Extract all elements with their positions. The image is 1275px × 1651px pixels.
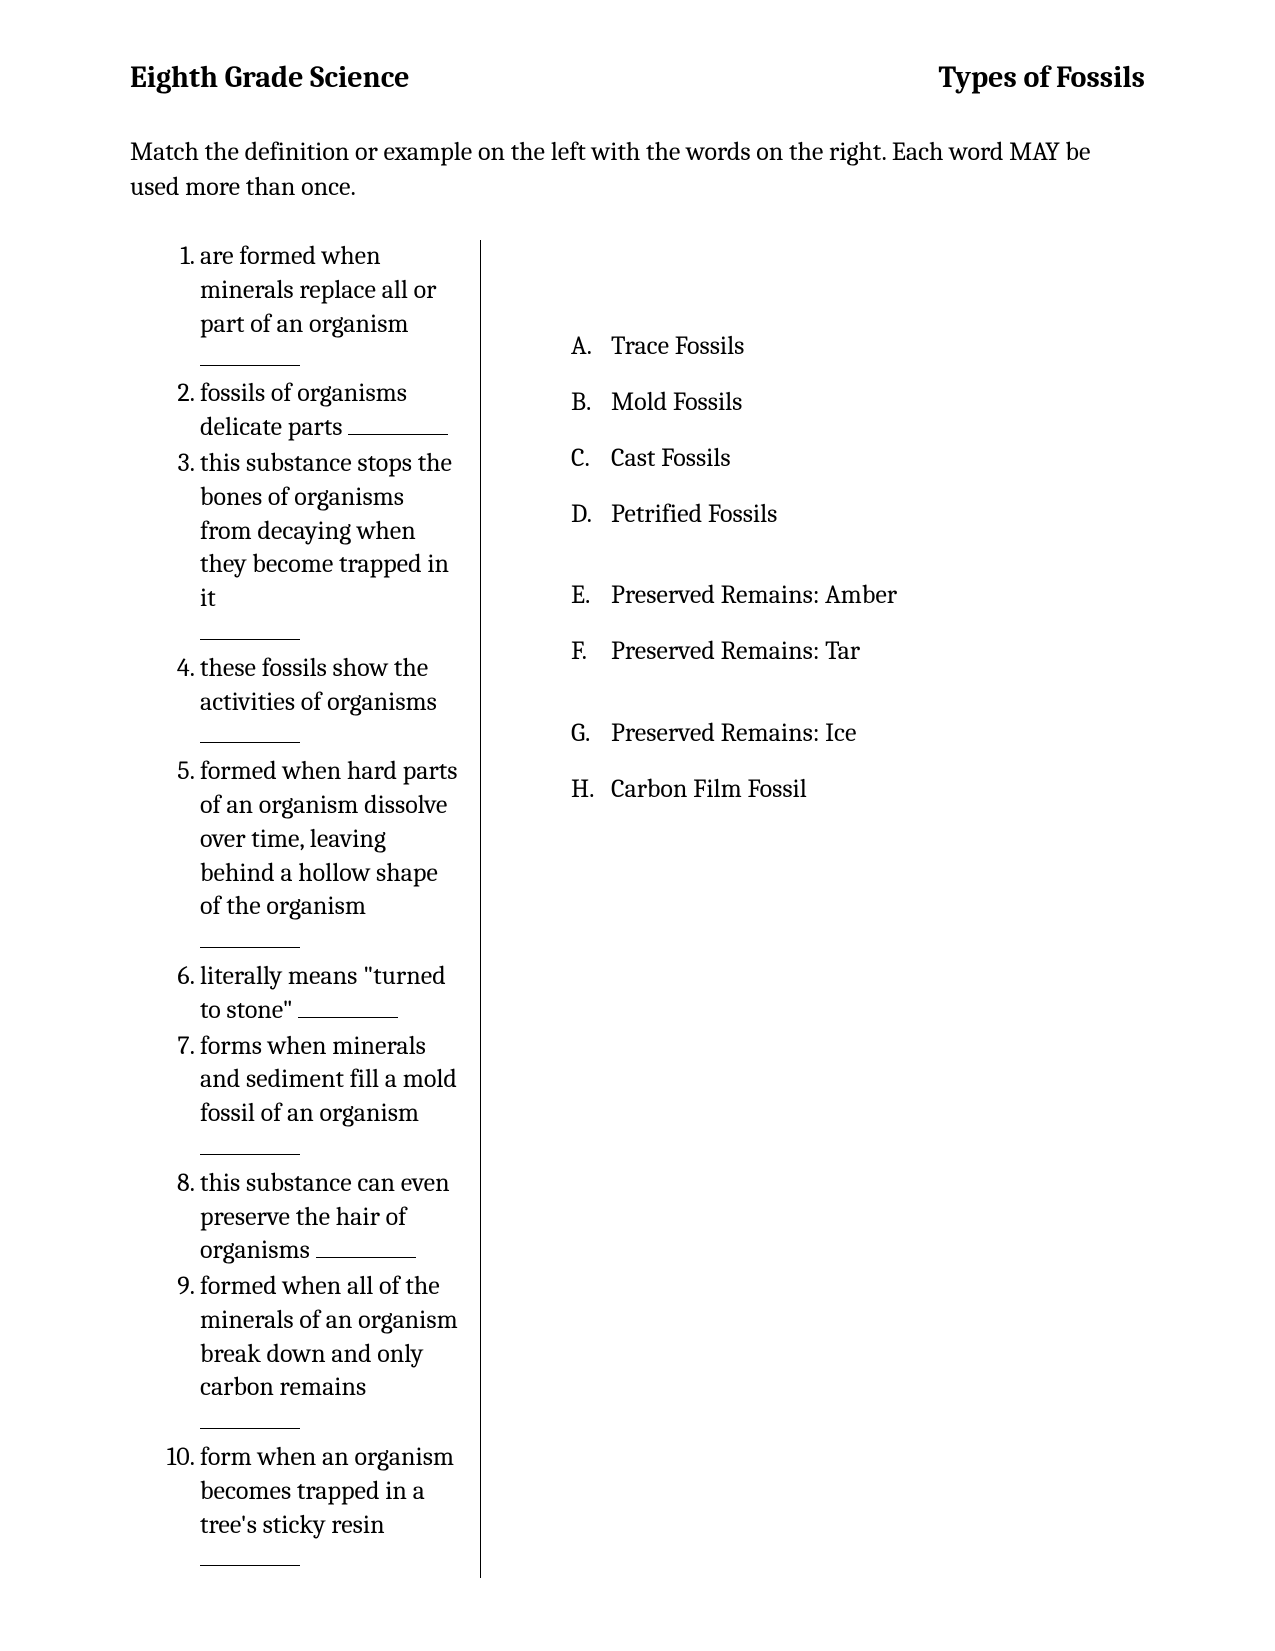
answer-blank[interactable] <box>200 342 300 365</box>
definition-number: 2. <box>160 377 195 411</box>
definition-number: 3. <box>160 447 195 481</box>
answers-column: A. Trace Fossils B. Mold Fossils C. Cast Fos… <box>481 240 1145 1578</box>
definition-item: 4.these fossils show the activities of o… <box>160 652 460 753</box>
answer-letter: E. <box>571 579 603 613</box>
instructions-text: Match the definition or example on the l… <box>130 135 1145 205</box>
answer-item: F. Preserved Remains: Tar <box>571 635 1145 669</box>
answer-letter: G. <box>571 717 603 751</box>
worksheet-page: Eighth Grade Science Types of Fossils Ma… <box>0 0 1275 1651</box>
definition-number: 6. <box>160 960 195 994</box>
definition-number: 10. <box>160 1441 195 1475</box>
definition-number: 8. <box>160 1167 195 1201</box>
answer-blank[interactable] <box>200 925 300 948</box>
answer-text: Carbon Film Fossil <box>611 774 807 804</box>
definition-number: 4. <box>160 652 195 686</box>
answer-letter: B. <box>571 386 603 420</box>
definition-text: formed when hard parts of an organism di… <box>200 756 457 921</box>
definition-text: form when an organism becomes trapped in… <box>200 1442 454 1540</box>
answer-blank[interactable] <box>348 412 448 435</box>
definition-item: 3.this substance stops the bones of orga… <box>160 447 460 650</box>
definition-text: are formed when minerals replace all or … <box>200 241 436 339</box>
answer-letter: H. <box>571 773 603 807</box>
answer-text: Trace Fossils <box>611 331 744 361</box>
header-right: Types of Fossils <box>938 60 1145 95</box>
answer-blank[interactable] <box>200 1132 300 1155</box>
answer-item: B. Mold Fossils <box>571 386 1145 420</box>
definition-item: 9.formed when all of the minerals of an … <box>160 1270 460 1439</box>
definition-item: 10.form when an organism becomes trapped… <box>160 1441 460 1576</box>
definition-item: 7.forms when minerals and sediment fill … <box>160 1030 460 1165</box>
answer-item: A. Trace Fossils <box>571 330 1145 364</box>
answer-letter: D. <box>571 498 603 532</box>
answer-blank[interactable] <box>298 994 398 1017</box>
answer-item: H. Carbon Film Fossil <box>571 773 1145 807</box>
answer-text: Preserved Remains: Ice <box>611 718 856 748</box>
header-row: Eighth Grade Science Types of Fossils <box>130 60 1145 95</box>
answers-list: A. Trace Fossils B. Mold Fossils C. Cast Fos… <box>541 330 1145 806</box>
answer-text: Preserved Remains: Amber <box>611 580 897 610</box>
answer-blank[interactable] <box>200 1406 300 1429</box>
definition-item: 5.formed when hard parts of an organism … <box>160 755 460 958</box>
answer-letter: C. <box>571 442 603 476</box>
definition-item: 6.literally means "turned to stone" <box>160 960 460 1028</box>
columns-container: 1.are formed when minerals replace all o… <box>130 240 1145 1578</box>
answer-letter: F. <box>571 635 603 669</box>
definition-item: 2.fossils of organisms delicate parts <box>160 377 460 445</box>
answer-blank[interactable] <box>200 1543 300 1566</box>
definitions-column: 1.are formed when minerals replace all o… <box>130 240 480 1578</box>
definition-item: 1.are formed when minerals replace all o… <box>160 240 460 375</box>
definition-number: 5. <box>160 755 195 789</box>
definition-text: formed when all of the minerals of an or… <box>200 1271 458 1402</box>
definition-number: 1. <box>160 240 195 274</box>
answer-text: Petrified Fossils <box>611 499 777 529</box>
answer-item: D. Petrified Fossils <box>571 498 1145 532</box>
answer-text: Cast Fossils <box>611 443 731 473</box>
definitions-list: 1.are formed when minerals replace all o… <box>130 240 460 1576</box>
answer-blank[interactable] <box>316 1235 416 1258</box>
definition-text: this substance stops the bones of organi… <box>200 448 452 613</box>
definition-text: these fossils show the activities of org… <box>200 653 437 717</box>
header-left: Eighth Grade Science <box>130 60 409 95</box>
answer-item: G. Preserved Remains: Ice <box>571 717 1145 751</box>
answer-blank[interactable] <box>200 720 300 743</box>
answer-letter: A. <box>571 330 603 364</box>
answer-text: Mold Fossils <box>611 387 742 417</box>
definition-text: forms when minerals and sediment fill a … <box>200 1031 457 1129</box>
answer-blank[interactable] <box>200 617 300 640</box>
definition-number: 7. <box>160 1030 195 1064</box>
definition-item: 8.this substance can even preserve the h… <box>160 1167 460 1268</box>
answer-item: C. Cast Fossils <box>571 442 1145 476</box>
answer-text: Preserved Remains: Tar <box>611 636 860 666</box>
answer-item: E. Preserved Remains: Amber <box>571 579 1145 613</box>
definition-number: 9. <box>160 1270 195 1304</box>
